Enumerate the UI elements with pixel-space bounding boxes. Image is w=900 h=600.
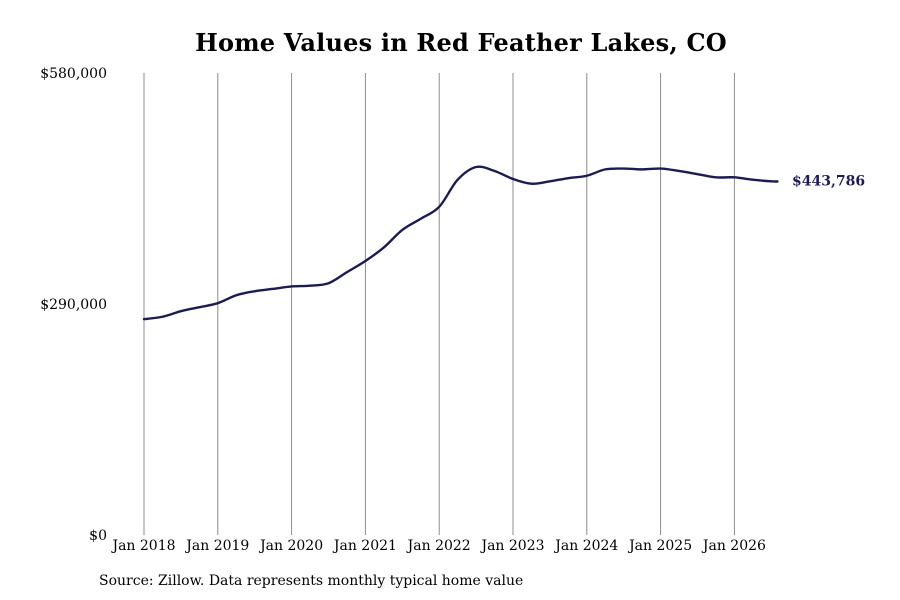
y-axis-ticks: $0 $290,000 $580,000 xyxy=(40,66,107,544)
x-axis-ticks: Jan 2018 Jan 2019 Jan 2020 Jan 2021 Jan 2022… xyxy=(110,538,766,554)
x-tick-label: Jan 2024 xyxy=(553,538,618,554)
y-tick-label: $580,000 xyxy=(40,66,107,82)
source-note: Source: Zillow. Data represents monthly … xyxy=(99,573,524,589)
y-tick-label: $0 xyxy=(89,528,107,544)
x-tick-label: Jan 2026 xyxy=(701,538,766,554)
series-layer: $443,786 xyxy=(142,165,865,321)
chart-title: Home Values in Red Feather Lakes, CO xyxy=(195,28,727,57)
x-tick-label: Jan 2021 xyxy=(332,538,397,554)
end-value-label: $443,786 xyxy=(792,174,865,190)
x-tick-label: Jan 2025 xyxy=(627,538,692,554)
vertical-gridlines xyxy=(143,73,735,535)
x-tick-label: Jan 2019 xyxy=(184,538,249,554)
x-tick-label: Jan 2023 xyxy=(479,538,544,554)
x-tick-label: Jan 2022 xyxy=(406,538,471,554)
home-value-line xyxy=(142,165,779,321)
x-tick-label: Jan 2018 xyxy=(110,538,175,554)
x-tick-label: Jan 2020 xyxy=(258,538,323,554)
y-tick-label: $290,000 xyxy=(40,297,107,313)
